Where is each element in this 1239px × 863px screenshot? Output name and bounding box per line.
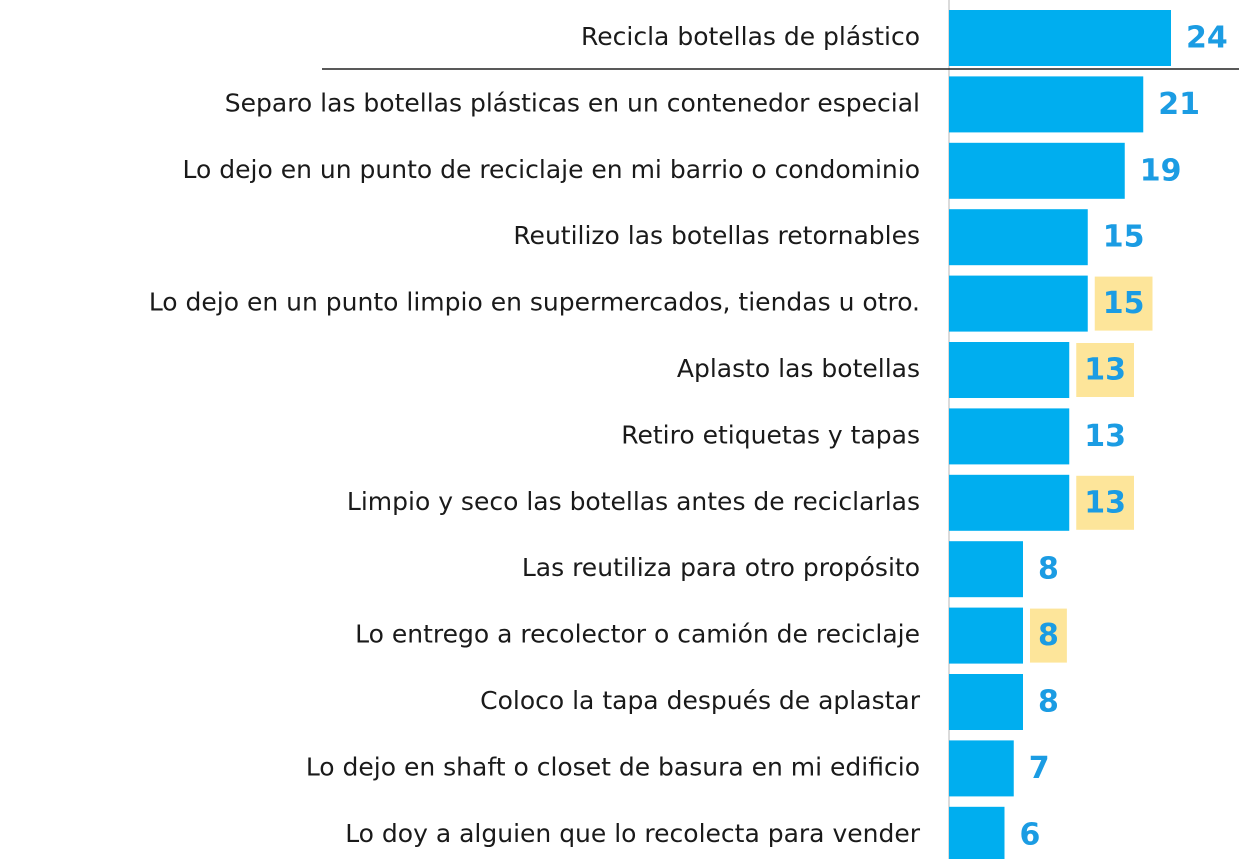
value-highlight (1030, 608, 1067, 663)
bar (949, 474, 1070, 531)
category-label: Separo las botellas plásticas en un cont… (225, 88, 920, 117)
value-label: 6 (1020, 817, 1041, 852)
bar (949, 541, 1023, 598)
bar (949, 76, 1144, 133)
category-label: Las reutiliza para otro propósito (522, 553, 920, 582)
bar (949, 275, 1088, 332)
category-label: Limpio y seco las botellas antes de reci… (347, 487, 920, 516)
value-label: 19 (1140, 153, 1182, 188)
category-label: Aplasto las botellas (677, 354, 920, 383)
bar (949, 740, 1014, 797)
value-label: 21 (1158, 87, 1200, 122)
category-label: Lo dejo en un punto limpio en supermerca… (149, 288, 920, 317)
value-label: 7 (1029, 751, 1050, 786)
category-label: Lo doy a alguien que lo recolecta para v… (345, 819, 921, 848)
bar (949, 10, 1171, 66)
category-label: Lo dejo en shaft o closet de basura en m… (306, 752, 920, 781)
category-label: Lo entrego a recolector o camión de reci… (355, 620, 920, 649)
value-label: 13 (1084, 353, 1126, 388)
value-label: 13 (1084, 485, 1126, 520)
value-label: 15 (1103, 220, 1145, 255)
bar (949, 674, 1023, 730)
bar (949, 607, 1023, 664)
value-label: 13 (1084, 419, 1126, 454)
bar (949, 142, 1125, 199)
bar (949, 342, 1070, 398)
value-label: 15 (1103, 286, 1145, 321)
bar (949, 806, 1005, 863)
bar (949, 209, 1088, 266)
category-label: Retiro etiquetas y tapas (621, 420, 920, 449)
category-label: Lo dejo en un punto de reciclaje en mi b… (183, 155, 920, 184)
value-label: 24 (1186, 21, 1228, 56)
category-label: Recicla botellas de plástico (581, 22, 920, 51)
value-highlight (1076, 475, 1134, 530)
value-label: 8 (1038, 685, 1059, 720)
value-highlight (1094, 276, 1153, 331)
category-label: Coloco la tapa después de aplastar (480, 686, 921, 715)
value-highlight (1076, 343, 1134, 397)
category-label: Reutilizo las botellas retornables (513, 221, 920, 250)
bar (949, 408, 1070, 465)
value-label: 8 (1038, 552, 1059, 587)
value-label: 8 (1038, 618, 1059, 653)
